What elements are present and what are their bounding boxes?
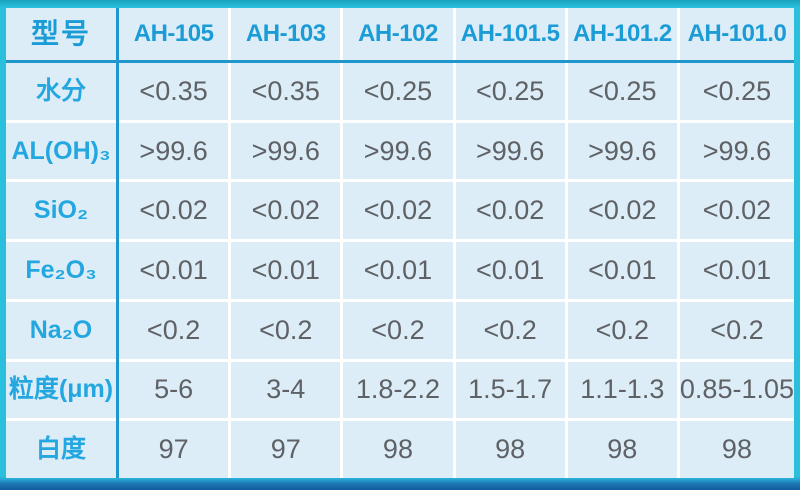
- value-cell: >99.6: [567, 122, 677, 180]
- value-cell: >99.6: [455, 122, 565, 180]
- value-cell: <0.25: [567, 63, 677, 120]
- value-cell: <0.02: [343, 182, 453, 240]
- value-cell: <0.01: [455, 242, 565, 299]
- value-cell: <0.01: [231, 242, 341, 299]
- value-cell: >99.6: [231, 122, 341, 180]
- value-cell: <0.01: [343, 242, 453, 299]
- value-cell: <0.02: [567, 182, 677, 240]
- value-cell: <0.25: [455, 63, 565, 120]
- value-cell: <0.25: [679, 63, 794, 120]
- column-header-ah-101-0: AH-101.0: [679, 8, 794, 60]
- value-cell: 5-6: [119, 361, 229, 419]
- value-cell: 1.5-1.7: [455, 361, 565, 419]
- value-cell: <0.01: [679, 242, 794, 299]
- value-cell: 98: [343, 421, 453, 478]
- value-cell: 1.8-2.2: [343, 361, 453, 419]
- value-cell: 98: [679, 421, 794, 478]
- value-cell: <0.02: [231, 182, 341, 240]
- value-cell: <0.02: [455, 182, 565, 240]
- value-cell: 0.85-1.05: [679, 361, 794, 419]
- column-header-ah-101-5: AH-101.5: [455, 8, 565, 60]
- value-cell: 97: [119, 421, 229, 478]
- value-cell: >99.6: [343, 122, 453, 180]
- row-label-na2o: Na₂O: [6, 301, 116, 359]
- value-cell: <0.2: [679, 301, 794, 359]
- value-cell: >99.6: [119, 122, 229, 180]
- column-header-ah-102: AH-102: [343, 8, 453, 60]
- value-cell: 98: [567, 421, 677, 478]
- value-cell: <0.02: [679, 182, 794, 240]
- value-cell: 97: [231, 421, 341, 478]
- value-cell: <0.02: [119, 182, 229, 240]
- row-label-particle-size: 粒度(μm): [6, 361, 116, 419]
- column-header-ah-101-2: AH-101.2: [567, 8, 677, 60]
- header-divider-line: [6, 60, 794, 63]
- value-cell: 98: [455, 421, 565, 478]
- column-header-ah-103: AH-103: [231, 8, 341, 60]
- value-cell: 3-4: [231, 361, 341, 419]
- value-cell: <0.2: [119, 301, 229, 359]
- value-cell: >99.6: [679, 122, 794, 180]
- value-cell: <0.2: [455, 301, 565, 359]
- value-cell: <0.2: [567, 301, 677, 359]
- row-label-whiteness: 白度: [6, 421, 116, 478]
- value-cell: <0.25: [343, 63, 453, 120]
- row-label-fe2o3: Fe₂O₃: [6, 242, 116, 299]
- value-cell: <0.01: [119, 242, 229, 299]
- row-label-moisture: 水分: [6, 63, 116, 120]
- spec-table: 型号 AH-105 AH-103 AH-102 AH-101.5 AH-101.…: [6, 8, 794, 478]
- value-cell: <0.01: [567, 242, 677, 299]
- value-cell: 1.1-1.3: [567, 361, 677, 419]
- row-label-aloh3: AL(OH)₃: [6, 122, 116, 180]
- value-cell: <0.2: [343, 301, 453, 359]
- corner-header-model-type: 型号: [6, 8, 116, 60]
- row-label-sio2: SiO₂: [6, 182, 116, 240]
- first-column-divider-line: [116, 8, 119, 478]
- value-cell: <0.35: [231, 63, 341, 120]
- value-cell: <0.35: [119, 63, 229, 120]
- column-header-ah-105: AH-105: [119, 8, 229, 60]
- value-cell: <0.2: [231, 301, 341, 359]
